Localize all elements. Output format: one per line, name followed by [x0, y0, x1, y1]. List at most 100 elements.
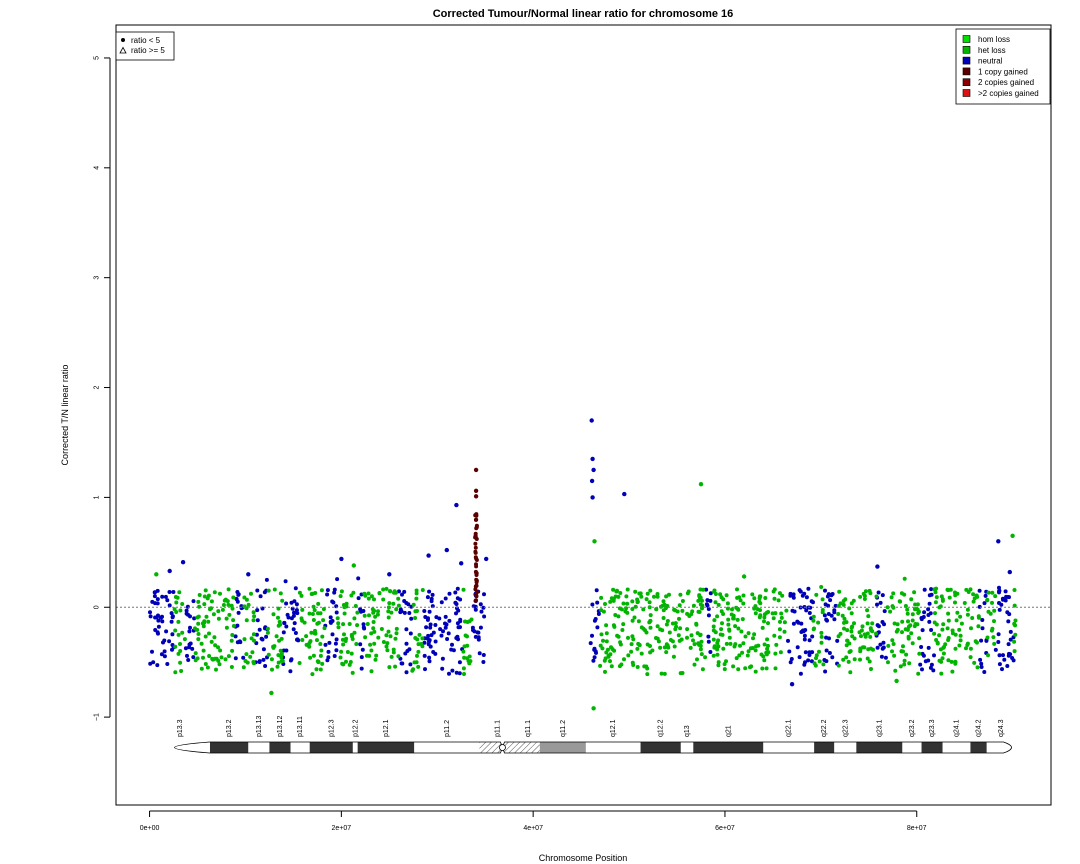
- data-point: [874, 594, 879, 599]
- data-point: [966, 590, 971, 594]
- data-point: [347, 622, 352, 626]
- data-point: [330, 599, 335, 604]
- data-point: [817, 649, 821, 654]
- ideogram-band-label: p13.2: [226, 719, 233, 737]
- data-point: [721, 646, 726, 651]
- data-point: [381, 587, 386, 592]
- data-point: [407, 647, 412, 652]
- data-point: [376, 609, 380, 614]
- data-point-outlier: [590, 456, 595, 462]
- data-point: [316, 611, 320, 616]
- data-point: [349, 651, 354, 656]
- data-point-outlier: [591, 467, 596, 473]
- ideogram-outline: [174, 741, 1012, 754]
- data-point: [391, 647, 396, 652]
- data-point: [886, 643, 891, 648]
- data-point: [909, 631, 914, 636]
- data-point: [214, 667, 218, 672]
- data-point: [276, 653, 281, 658]
- data-point: [334, 610, 339, 615]
- data-point: [440, 666, 445, 671]
- data-point: [293, 631, 298, 635]
- data-point: [862, 597, 867, 601]
- data-point: [590, 602, 595, 607]
- data-point: [667, 630, 672, 635]
- data-point: [755, 607, 760, 612]
- data-point: [935, 641, 940, 646]
- data-point: [695, 657, 699, 662]
- data-point: [309, 592, 314, 596]
- data-point: [471, 628, 475, 633]
- data-point: [934, 622, 939, 627]
- data-point: [639, 594, 644, 599]
- data-point: [620, 628, 625, 632]
- data-point: [169, 611, 174, 616]
- data-point: [155, 601, 160, 606]
- data-point: [473, 555, 478, 560]
- data-point: [295, 611, 300, 616]
- data-point: [881, 640, 886, 645]
- data-point: [753, 648, 758, 653]
- data-point: [326, 649, 331, 654]
- data-point: [784, 608, 789, 613]
- data-point: [356, 596, 361, 601]
- data-point: [261, 657, 266, 662]
- data-point: [986, 609, 991, 614]
- data-point: [185, 604, 190, 609]
- data-point: [173, 670, 178, 675]
- data-point: [812, 626, 816, 631]
- data-point: [738, 643, 742, 648]
- data-point: [361, 622, 366, 627]
- data-point-outlier: [590, 495, 595, 500]
- data-point: [427, 638, 432, 643]
- data-point: [1007, 595, 1011, 600]
- data-point: [645, 591, 650, 596]
- data-point-outlier: [459, 561, 464, 566]
- data-point: [902, 592, 907, 597]
- data-point: [865, 656, 870, 661]
- data-point: [763, 596, 768, 600]
- data-point: [332, 654, 337, 658]
- data-point: [965, 612, 970, 617]
- data-point: [293, 586, 298, 591]
- data-point: [271, 612, 276, 617]
- data-point: [148, 614, 153, 619]
- data-point: [162, 638, 167, 643]
- data-point: [255, 618, 260, 623]
- data-point: [847, 641, 852, 646]
- data-point: [984, 638, 989, 643]
- data-point: [797, 588, 802, 593]
- data-point: [335, 577, 340, 582]
- data-point: [167, 603, 172, 608]
- data-point: [604, 650, 609, 655]
- data-point: [706, 639, 711, 644]
- triangle-icon: [119, 46, 127, 54]
- data-point: [730, 607, 734, 612]
- data-point: [241, 665, 246, 670]
- data-point: [207, 631, 211, 636]
- shape-legend-box: [115, 31, 175, 61]
- data-point: [419, 642, 424, 646]
- data-point: [823, 588, 827, 593]
- data-point: [926, 658, 931, 663]
- data-point: [321, 618, 326, 623]
- data-point: [676, 633, 681, 638]
- data-point: [703, 655, 708, 660]
- data-point: [422, 609, 427, 613]
- data-point: [340, 661, 345, 666]
- data-point: [773, 611, 778, 616]
- data-point: [278, 591, 283, 596]
- data-point: [777, 627, 782, 632]
- data-point: [389, 610, 394, 615]
- data-point: [227, 612, 232, 617]
- data-point: [186, 658, 191, 662]
- data-point: [473, 550, 478, 555]
- data-point: [339, 589, 344, 594]
- data-point: [661, 616, 666, 620]
- data-point-outlier: [741, 574, 747, 579]
- data-point: [414, 660, 419, 665]
- data-point: [178, 660, 183, 665]
- data-point: [809, 659, 814, 664]
- data-point: [980, 618, 985, 622]
- data-point: [284, 601, 289, 606]
